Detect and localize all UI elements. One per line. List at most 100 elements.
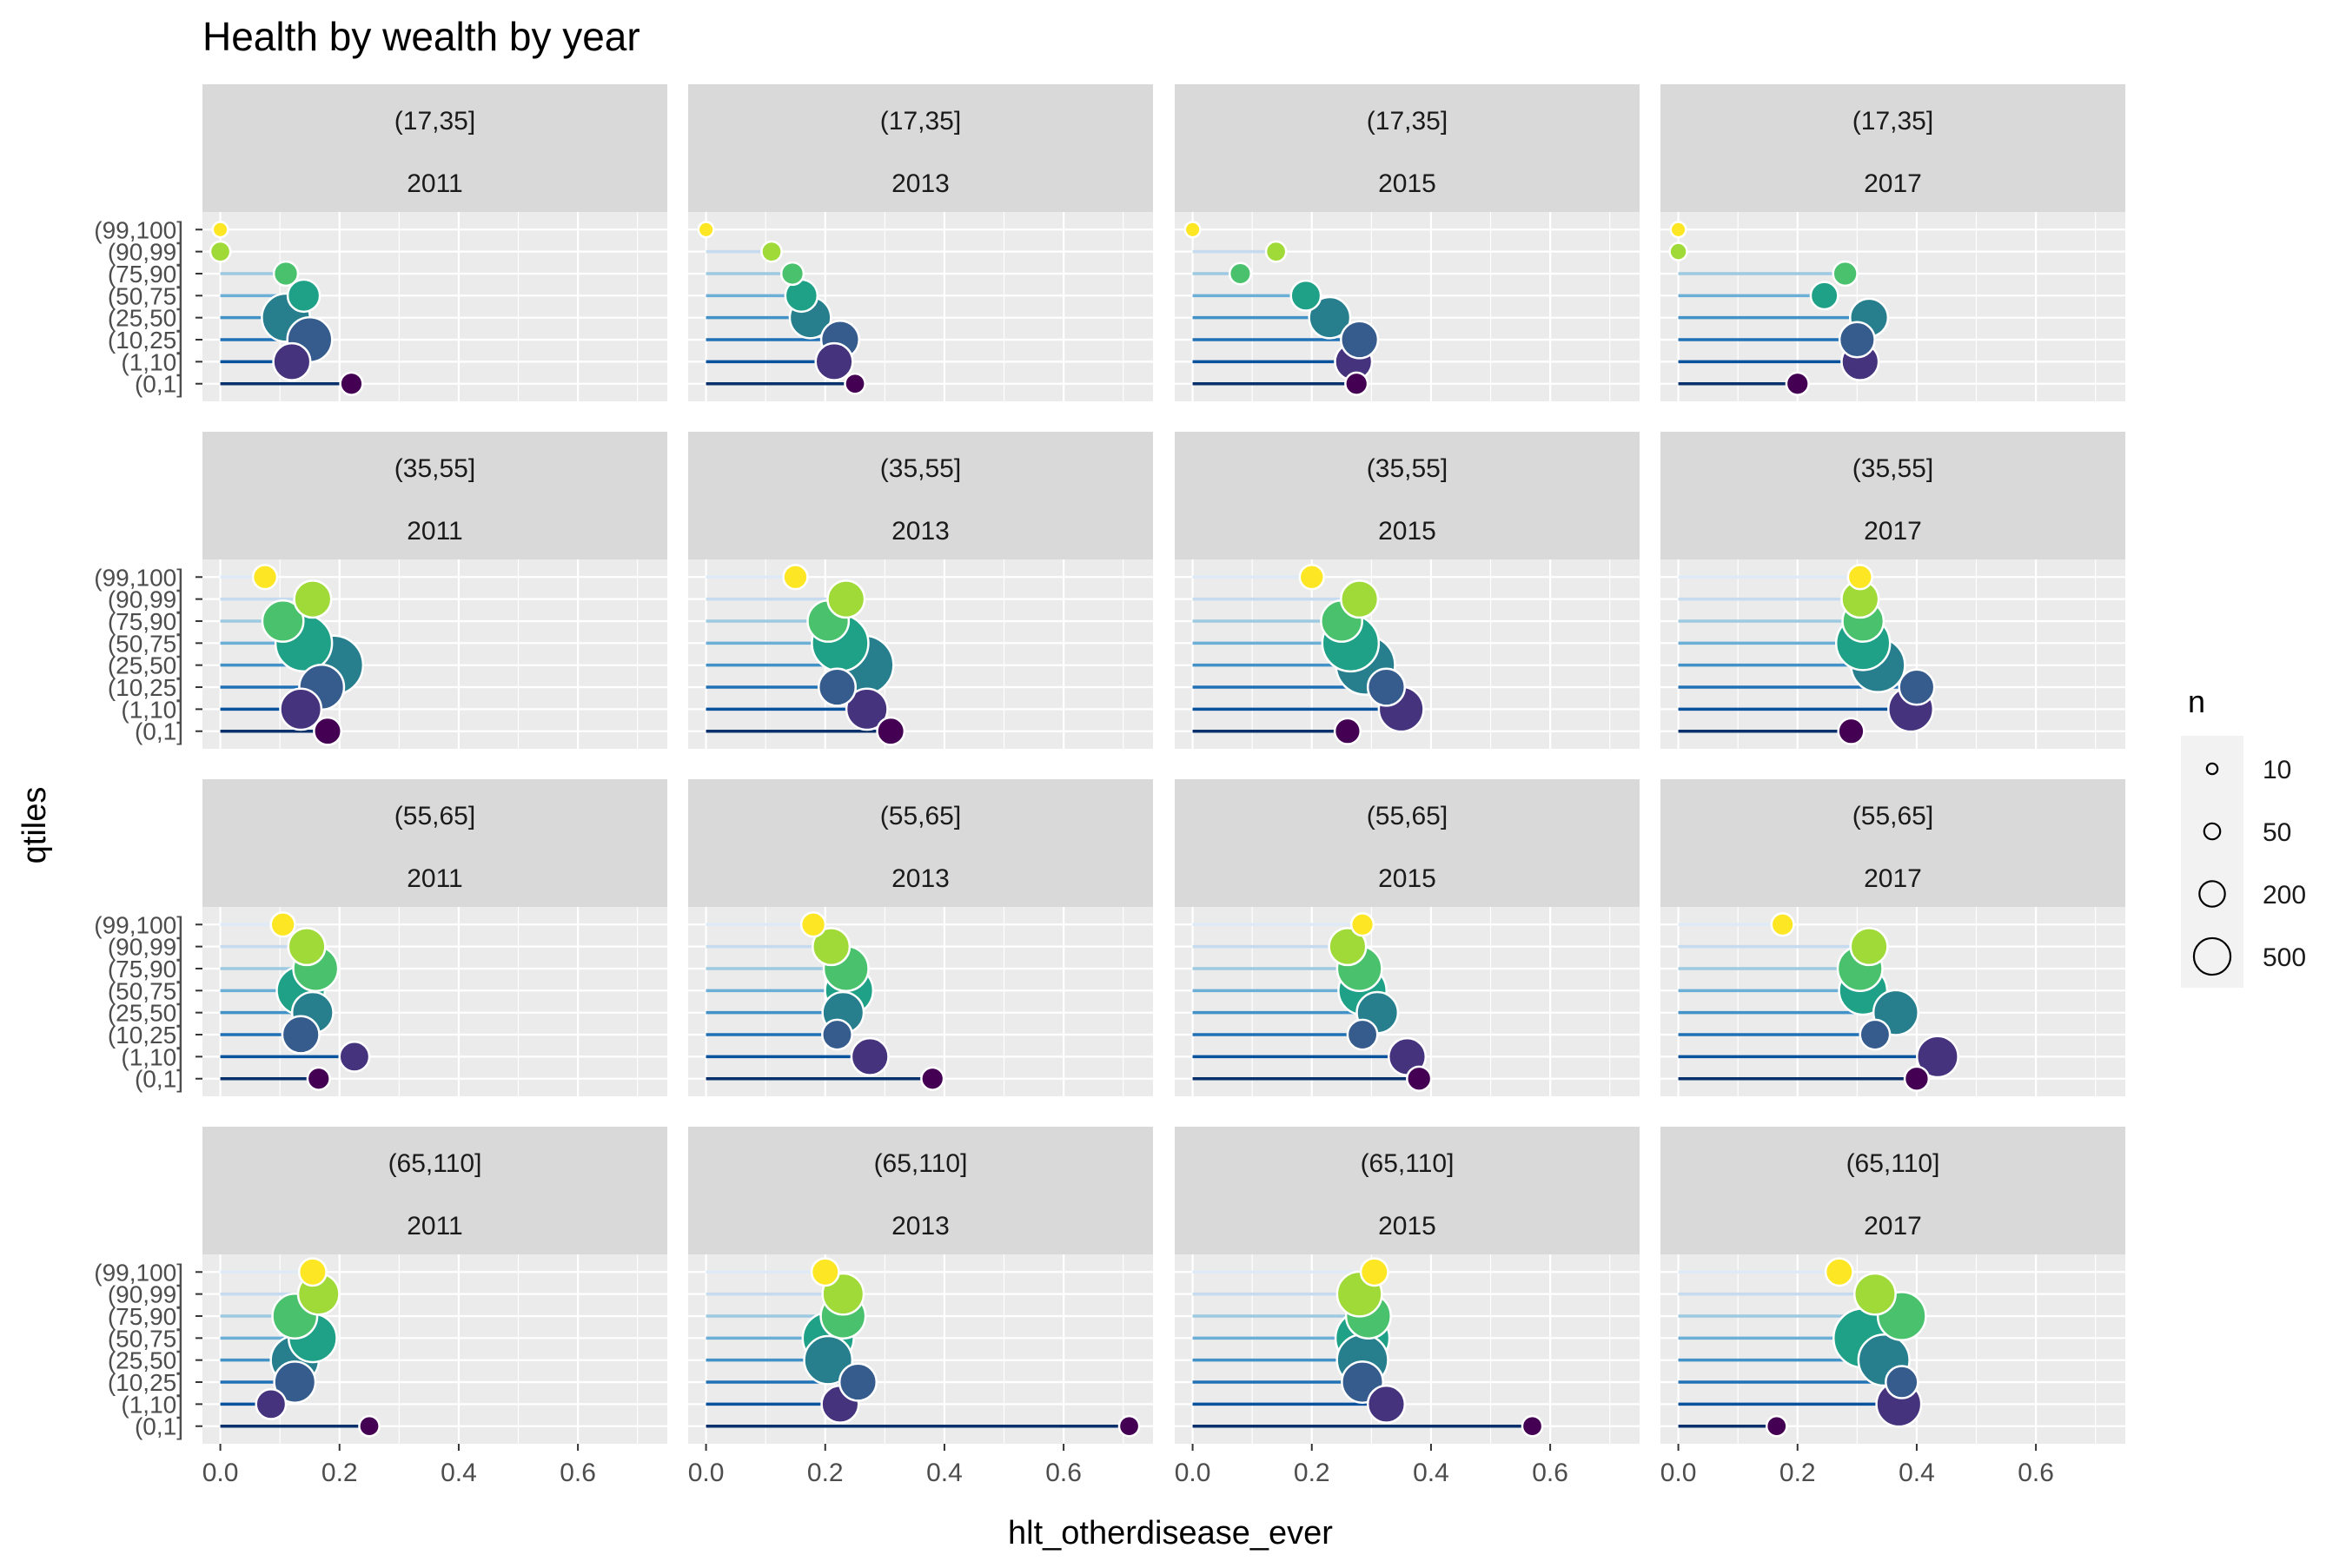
x-tick-label: 0.2 [1294,1459,1330,1487]
facet-strip [1660,1127,2125,1254]
panel-background [202,907,667,1096]
data-point [1849,927,1889,967]
facet-label-year: 2017 [1864,864,1922,893]
data-point [1838,321,1876,359]
facet-label-age: (55,65] [394,802,475,830]
panel-background [688,907,1153,1096]
facet-panel: (55,65] 2015 [1175,779,1640,1096]
facet-label-age: (65,110] [388,1149,482,1178]
facet-panel: (35,55] 2015 [1175,432,1640,749]
facet-strip [688,432,1153,559]
facet-strip [688,779,1153,907]
panel-background [688,559,1153,749]
size-legend: n 10 50 200 500 [2181,684,2306,988]
facet-panel: (35,55] 2017 [1660,432,2125,749]
facet-label-year: 2013 [891,169,950,198]
data-point [1340,320,1380,360]
y-tick-label: (50,75] [108,630,183,657]
data-point [1328,927,1368,967]
legend-label: 50 [2263,818,2291,847]
facet-label-age: (35,55] [1852,454,1933,483]
data-point [814,341,854,381]
x-tick-label: 0.0 [202,1459,239,1487]
data-point [821,1018,853,1051]
data-point [782,564,809,591]
y-tick-label: (0,1] [135,1413,183,1440]
y-tick-label: (90,99] [108,1281,183,1308]
data-point [1885,1365,1919,1399]
y-tick-label: (25,50] [108,1000,183,1027]
data-point [817,667,858,707]
data-point [1903,1065,1931,1092]
data-point [1916,1035,1959,1079]
y-tick-label: (75,90] [108,956,183,982]
x-tick-label: 0.4 [1413,1459,1449,1487]
x-tick-label: 0.4 [1899,1459,1935,1487]
facet-strip [202,432,667,559]
facet-panels: (17,35]2011(0,1](1,10](10,25](25,50](50,… [94,84,2125,1487]
y-tick-label: (1,10] [121,1043,183,1070]
data-point [760,240,783,263]
data-point [920,1066,945,1091]
data-point [812,927,852,967]
facet-label-age: (17,35] [1852,107,1933,136]
data-point [1824,1257,1854,1287]
data-point [358,1414,381,1438]
facet-label-year: 2011 [407,517,463,546]
facet-label-age: (65,110] [874,1149,968,1178]
data-point [1366,1384,1407,1424]
data-point [269,911,296,938]
facet-label-age: (17,35] [394,107,475,136]
data-point [1289,279,1322,312]
facet-panel: (55,65] 2013 [688,779,1153,1096]
panel-background [688,212,1153,401]
data-point [838,1362,878,1402]
data-point [1809,281,1839,311]
data-point [1846,564,1873,591]
data-point [297,1257,328,1287]
facet-strip [202,779,667,907]
data-point [1340,579,1380,619]
y-tick-label: (75,90] [108,1303,183,1330]
facet-label-age: (65,110] [1361,1149,1455,1178]
data-point [779,261,805,287]
facet-label-year: 2011 [407,169,463,198]
data-point [1349,912,1375,937]
facet-label-age: (35,55] [1367,454,1448,483]
facet-strip [1175,1127,1640,1254]
data-point [799,911,827,938]
data-point [281,1015,321,1055]
data-point [697,221,715,239]
facet-panel: (17,35] 2017 [1660,84,2125,401]
facet-panel: (17,35] 2013 [688,84,1153,401]
facet-strip [1660,84,2125,212]
facet-strip [202,84,667,212]
y-tick-label: (0,1] [135,371,183,398]
x-axis-title: hlt_otherdisease_ever [1008,1515,1333,1551]
data-point [287,927,327,967]
panel-background [1660,212,2125,401]
data-point [338,1040,371,1073]
legend-size-key [2198,880,2226,908]
data-point [826,579,866,619]
legend-key-background [2181,736,2243,988]
x-tick-label: 0.2 [1779,1459,1816,1487]
facet-label-year: 2015 [1378,864,1436,893]
data-point [1117,1414,1141,1438]
y-tick-label: (1,10] [121,1391,183,1418]
facet-label-year: 2015 [1378,169,1436,198]
facet-label-year: 2017 [1864,517,1922,546]
y-tick-label: (90,99] [108,239,183,266]
facet-panel: (55,65] 2011 (0,1](1,10](10,25](25,50](50,… [94,779,667,1096]
x-tick-label: 0.2 [321,1459,358,1487]
y-tick-label: (75,90] [108,608,183,635]
y-tick-label: (10,25] [108,674,183,701]
x-tick-label: 0.0 [1175,1459,1211,1487]
facet-label-year: 2015 [1378,517,1436,546]
facet-panel: (65,110] 2015 0.0 0.2 0.4 0.6 [1175,1127,1640,1487]
data-point [1770,912,1795,937]
data-point [1765,1414,1788,1438]
x-tick-label: 0.6 [2018,1459,2054,1487]
data-point [1859,1018,1892,1051]
x-tick-label: 0.4 [926,1459,963,1487]
